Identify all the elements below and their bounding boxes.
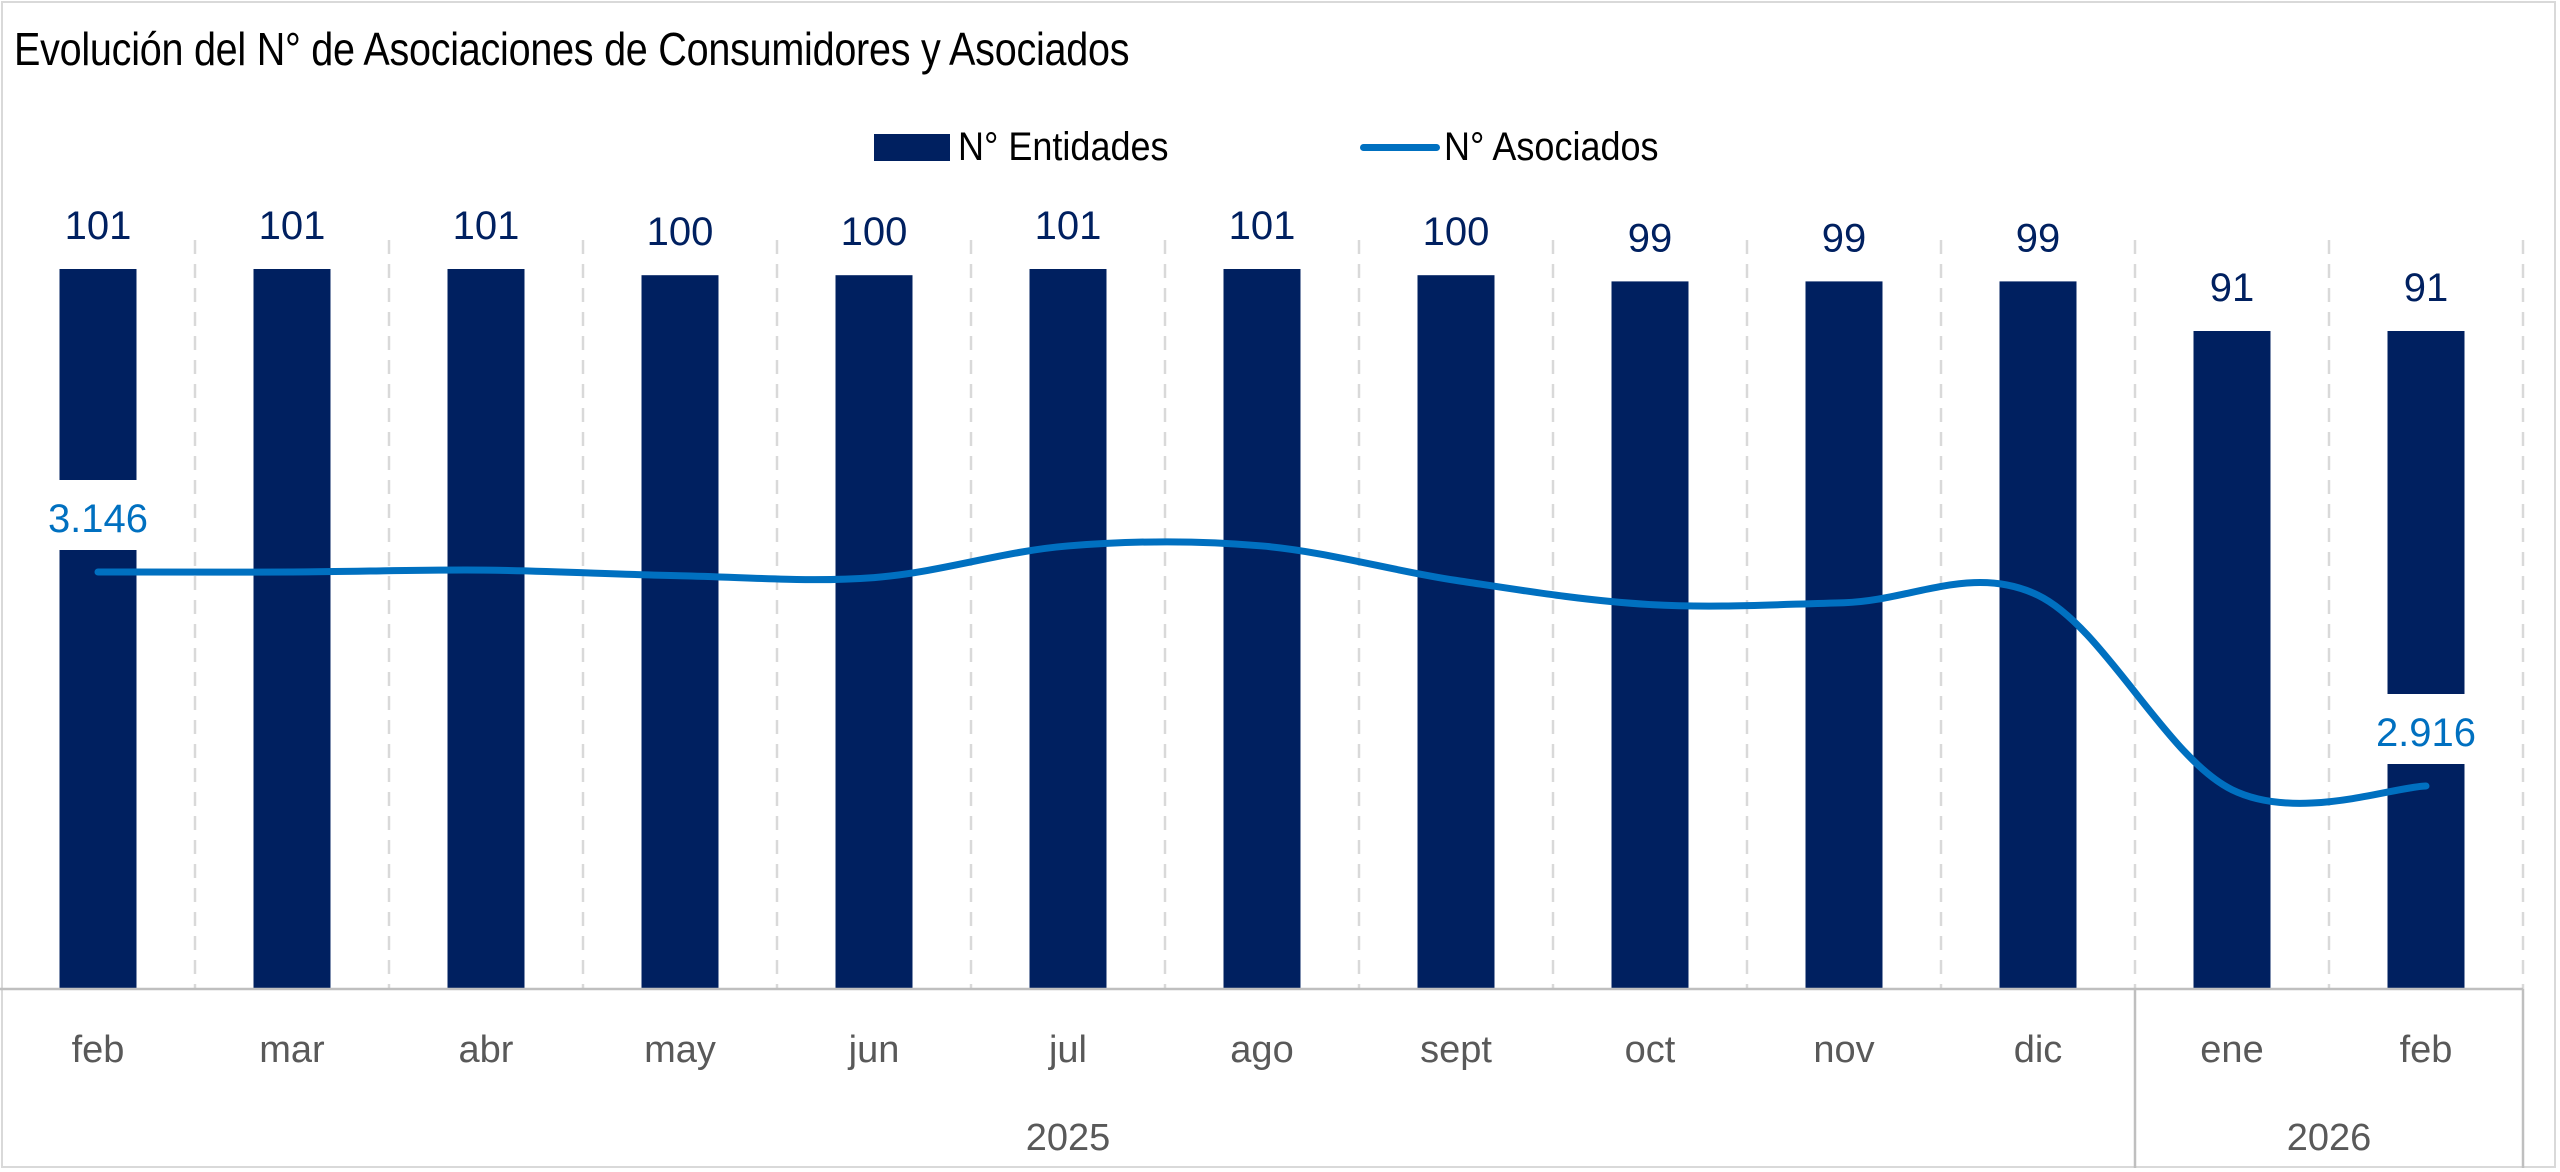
bar-mar bbox=[253, 269, 331, 989]
bar-data-label: 101 bbox=[259, 204, 326, 248]
bar-nov bbox=[1805, 281, 1883, 989]
legend-label-asociados: N° Asociados bbox=[1444, 124, 1659, 169]
bar-sept bbox=[1417, 275, 1495, 989]
legend-item-asociados[interactable]: N° Asociados bbox=[1360, 120, 1682, 174]
x-group-label: 2026 bbox=[2287, 1117, 2372, 1159]
bar-ago bbox=[1223, 269, 1301, 989]
bar-abr bbox=[447, 269, 525, 989]
x-tick-label: feb bbox=[72, 1029, 125, 1071]
x-tick-label: may bbox=[644, 1029, 716, 1071]
line-series-asociados bbox=[94, 538, 2430, 807]
bar-data-label: 99 bbox=[1822, 216, 1867, 260]
bar-feb bbox=[59, 269, 137, 989]
legend-bar-swatch-icon bbox=[874, 133, 950, 161]
x-group-label: 2025 bbox=[1026, 1117, 1111, 1159]
legend-item-entidades[interactable]: N° Entidades bbox=[874, 120, 1192, 174]
line-label-background bbox=[2386, 694, 2466, 764]
x-tick-label: ago bbox=[1230, 1029, 1293, 1071]
bar-feb bbox=[2387, 331, 2465, 989]
legend-label-entidades: N° Entidades bbox=[958, 124, 1169, 169]
chart-title: Evolución del N° de Asociaciones de Cons… bbox=[14, 23, 1130, 75]
x-tick-label: sept bbox=[1420, 1029, 1492, 1071]
bar-data-label: 91 bbox=[2210, 266, 2255, 310]
bar-dic bbox=[1999, 281, 2077, 989]
bar-data-label: 100 bbox=[1423, 210, 1490, 254]
x-tick-label: nov bbox=[1813, 1029, 1874, 1071]
line-label-background bbox=[58, 480, 138, 550]
bar-data-label: 91 bbox=[2404, 266, 2449, 310]
x-tick-label: jun bbox=[848, 1029, 900, 1071]
bar-may bbox=[641, 275, 719, 989]
bar-oct bbox=[1611, 281, 1689, 989]
bar-data-label: 101 bbox=[453, 204, 520, 248]
bar-data-label: 99 bbox=[2016, 216, 2061, 260]
line-data-label: 2.916 bbox=[2376, 711, 2476, 755]
x-tick-label: feb bbox=[2400, 1029, 2453, 1071]
x-tick-label: oct bbox=[1625, 1029, 1676, 1071]
x-tick-label: mar bbox=[259, 1029, 325, 1071]
bar-data-label: 101 bbox=[1035, 204, 1102, 248]
bar-jun bbox=[835, 275, 913, 989]
bar-data-label: 100 bbox=[647, 210, 714, 254]
bar-jul bbox=[1029, 269, 1107, 989]
x-tick-label: jul bbox=[1048, 1029, 1087, 1071]
bar-data-label: 101 bbox=[65, 204, 132, 248]
bar-data-label: 101 bbox=[1229, 204, 1296, 248]
legend-line-swatch-icon bbox=[1360, 143, 1440, 151]
x-tick-label: dic bbox=[2014, 1029, 2063, 1071]
bar-ene bbox=[2193, 331, 2271, 989]
line-data-label: 3.146 bbox=[48, 497, 148, 541]
x-tick-label: abr bbox=[459, 1029, 514, 1071]
bar-data-label: 99 bbox=[1628, 216, 1673, 260]
bar-data-label: 100 bbox=[841, 210, 908, 254]
x-tick-label: ene bbox=[2200, 1029, 2263, 1071]
